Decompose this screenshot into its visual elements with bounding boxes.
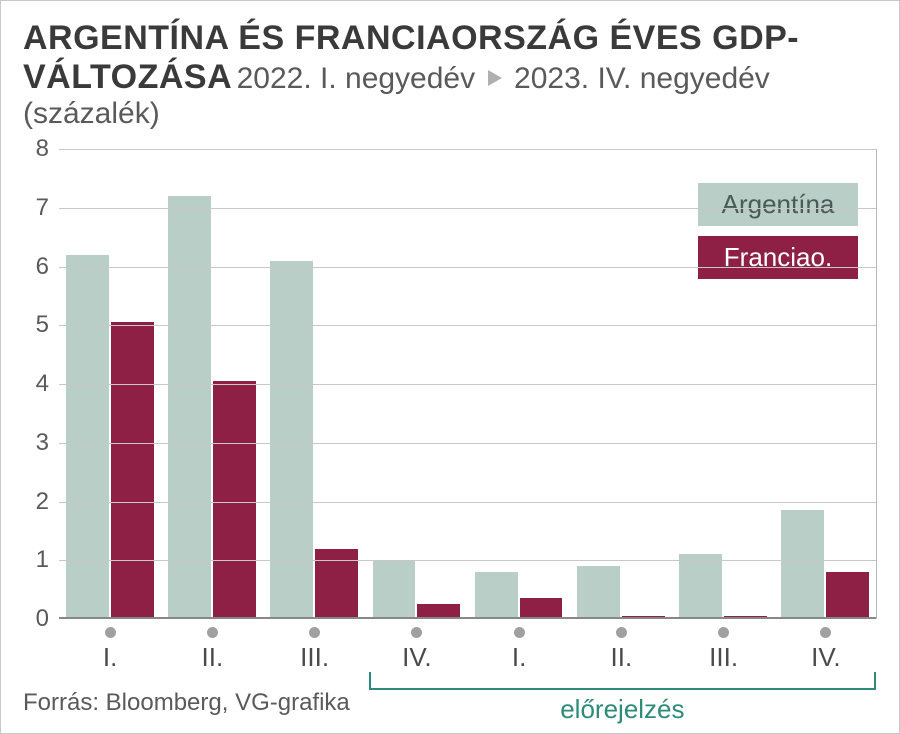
x-axis-dot-icon [820, 627, 831, 638]
bar [66, 255, 109, 619]
x-axis-label: IV. [366, 642, 468, 673]
grid-line [59, 267, 876, 268]
bar [111, 322, 154, 619]
bar [213, 381, 256, 619]
bar [315, 549, 358, 620]
x-axis-dot-icon [207, 627, 218, 638]
grid-line [59, 149, 876, 150]
plot-area: Argentína Franciao. [59, 149, 877, 619]
x-axis-dot-icon [616, 627, 627, 638]
y-axis-label: 1 [36, 546, 49, 574]
x-axis-cell: IV. [366, 619, 468, 659]
y-axis-label: 0 [36, 605, 49, 633]
y-axis-label: 7 [36, 194, 49, 222]
x-axis-cell: I. [468, 619, 570, 659]
x-axis-label: IV. [775, 642, 877, 673]
grid-line [59, 384, 876, 385]
triangle-right-icon [486, 69, 504, 92]
bar [781, 510, 824, 619]
x-axis-cell: III. [673, 619, 775, 659]
y-axis-label: 6 [36, 253, 49, 281]
grid-line [59, 208, 876, 209]
x-axis-label: I. [468, 642, 570, 673]
forecast-bracket [369, 672, 876, 690]
x-axis-label: II. [161, 642, 263, 673]
forecast-label: előrejelzés [560, 694, 684, 725]
bar [577, 566, 620, 619]
grid-line [59, 325, 876, 326]
grid-line [59, 560, 876, 561]
x-axis-cell: I. [59, 619, 161, 659]
source-text: Forrás: Bloomberg, VG-grafika [23, 689, 350, 717]
x-axis-dot-icon [105, 627, 116, 638]
y-axis-label: 5 [36, 311, 49, 339]
x-axis-dot-icon [514, 627, 525, 638]
grid-line [59, 502, 876, 503]
legend-item-france: Franciao. [698, 236, 858, 279]
y-axis: 012345678 [23, 149, 55, 619]
x-axis-cell: IV. [775, 619, 877, 659]
bar [168, 196, 211, 619]
legend: Argentína Franciao. [698, 183, 858, 289]
x-axis-cell: II. [570, 619, 672, 659]
y-axis-label: 8 [36, 135, 49, 163]
bar [520, 598, 563, 619]
x-axis-label: II. [570, 642, 672, 673]
chart-area: 012345678 Argentína Franciao. I.II.III.I… [23, 149, 877, 659]
x-axis-cell: II. [161, 619, 263, 659]
x-axis-dot-icon [718, 627, 729, 638]
x-axis: I.II.III.IV.I.II.III.IV. [59, 619, 877, 659]
chart-subtitle-1: 2022. I. negyedév [237, 62, 476, 95]
x-axis-dot-icon [309, 627, 320, 638]
x-axis-cell: III. [264, 619, 366, 659]
y-axis-label: 3 [36, 429, 49, 457]
y-axis-label: 2 [36, 488, 49, 516]
bar [475, 572, 518, 619]
legend-item-argentina: Argentína [698, 183, 858, 226]
grid-line [59, 443, 876, 444]
bar [270, 261, 313, 619]
bar [679, 554, 722, 619]
x-axis-dot-icon [411, 627, 422, 638]
x-axis-label: I. [59, 642, 161, 673]
chart-header: ARGENTÍNA ÉS FRANCIAORSZÁG ÉVES GDP-VÁLT… [1, 1, 899, 141]
bar [826, 572, 869, 619]
x-axis-label: III. [673, 642, 775, 673]
x-axis-label: III. [264, 642, 366, 673]
bar [373, 560, 416, 619]
y-axis-label: 4 [36, 370, 49, 398]
